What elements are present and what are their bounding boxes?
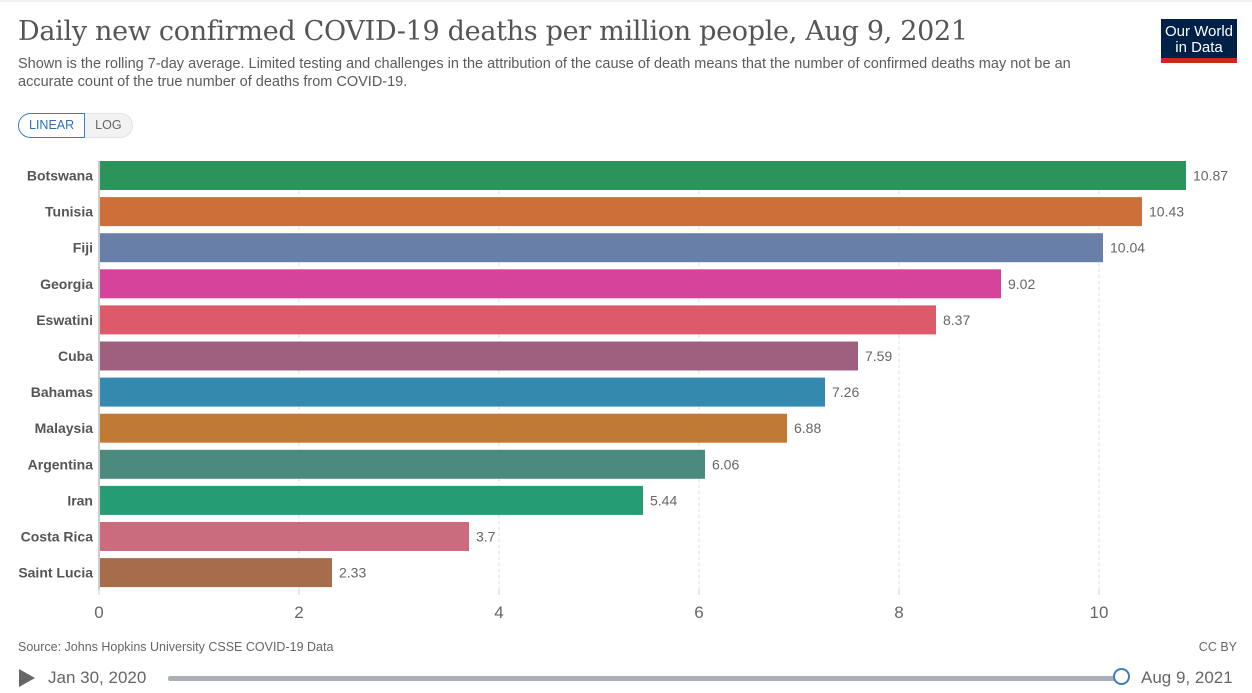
bar [100,522,469,551]
value-label: 10.43 [1149,204,1184,220]
chart-subtitle: Shown is the rolling 7-day average. Limi… [18,56,1071,90]
x-tick-label: 6 [694,603,703,622]
logo-line-2: in Data [1175,39,1223,56]
bar [100,233,1103,263]
x-tick-label: 0 [94,603,103,622]
category-label: Saint Lucia [18,565,93,581]
category-label: Costa Rica [21,529,94,545]
x-tick-label: 8 [894,603,903,622]
value-label: 7.26 [832,384,859,400]
category-label: Bahamas [31,384,93,400]
top-border [0,0,1252,2]
category-label: Malaysia [35,420,94,436]
bar [100,449,705,479]
bar [100,305,936,335]
value-label: 3.7 [476,529,496,545]
category-label: Botswana [27,168,93,184]
value-label: 6.88 [794,420,821,436]
bar-chart: 0 2 4 6 8 10 Botswana 10.87 Tunisia 10.43 Fiji 10.0… [18,161,1228,622]
license-link[interactable]: CC BY [1198,640,1237,654]
value-label: 6.06 [712,456,739,472]
timeline-track[interactable] [168,676,1123,681]
category-label: Fiji [73,240,93,256]
logo-line-1: Our World [1164,23,1234,40]
timeline: Jan 30, 2020 Aug 9, 2021 [0,664,1252,693]
owid-logo[interactable]: Our World in Data [1161,19,1237,63]
category-label: Eswatini [36,312,93,328]
value-label: 5.44 [650,492,677,508]
logo-red-bar [1161,58,1237,63]
bar [100,197,1142,227]
timeline-end-date[interactable]: Aug 9, 2021 [1141,668,1233,687]
linear-scale-button[interactable]: LINEAR [18,113,86,138]
value-label: 8.37 [943,312,970,328]
bar [100,269,1001,299]
category-label: Cuba [58,348,93,364]
scale-toggle: LINEAR LOG [18,113,133,138]
value-label: 9.02 [1008,276,1035,292]
chart-title: Daily new confirmed COVID-19 deaths per … [18,16,968,47]
x-tick-label: 2 [294,603,303,622]
bar [100,341,858,371]
value-label: 7.59 [865,348,892,364]
value-label: 10.04 [1110,240,1145,256]
category-label: Iran [67,492,93,508]
bar [100,485,643,515]
bar [100,413,787,443]
timeline-start-date[interactable]: Jan 30, 2020 [48,668,147,687]
category-label: Tunisia [45,204,93,220]
log-scale-button[interactable]: LOG [85,113,133,138]
timeline-handle[interactable] [1113,668,1130,685]
category-label: Argentina [28,456,94,472]
bar [100,161,1186,190]
source-note[interactable]: Source: Johns Hopkins University CSSE CO… [18,640,334,654]
bar [100,377,825,407]
value-label: 2.33 [339,565,366,581]
bar [100,558,332,588]
play-icon[interactable] [19,669,35,687]
x-tick-label: 4 [494,603,503,622]
category-label: Georgia [40,276,93,292]
value-label: 10.87 [1193,168,1228,184]
x-tick-label: 10 [1090,603,1109,622]
